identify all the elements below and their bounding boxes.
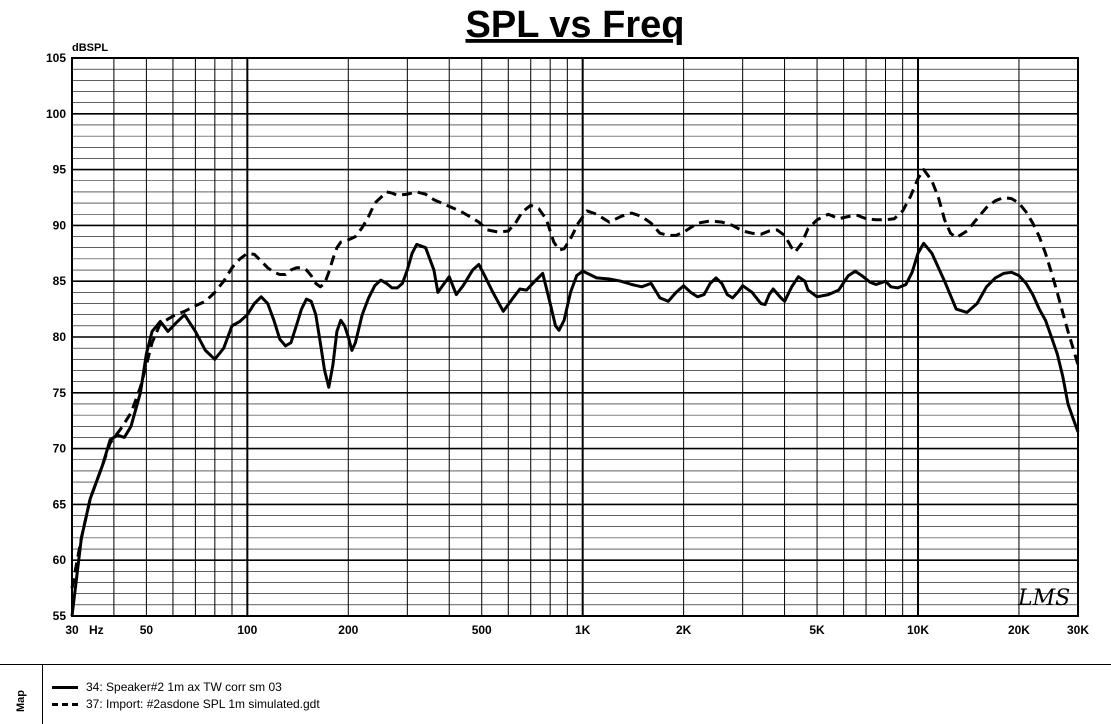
y-tick-label: 105 [46,51,66,65]
lms-watermark: LMS [1017,586,1070,611]
y-tick-labels: 55 60 65 70 75 80 85 90 95 100 105 [46,51,66,623]
y-tick-label: 60 [53,553,67,567]
legend-swatch-dashed [52,702,78,706]
legend-panel: Map 34: Speaker#2 1m ax TW corr sm 03 37… [0,664,1111,724]
x-tick-label: 500 [472,623,492,637]
x-tick-label: 2K [676,623,692,637]
x-tick-label: 50 [140,623,154,637]
watermark-text: LMS [1017,586,1070,611]
legend-tab-label: Map [15,690,27,712]
y-tick-label: 75 [53,386,67,400]
y-tick-label: 70 [53,442,67,456]
x-tick-label: 10K [907,623,929,637]
legend-entry-label: 34: Speaker#2 1m ax TW corr sm 03 [86,680,282,694]
x-tick-label: 30K [1067,623,1089,637]
plot-frame [71,57,1079,617]
x-tick-label: 30 [65,623,79,637]
grid-major [72,58,1078,616]
y-tick-label: 55 [53,609,67,623]
legend-swatch-solid [52,685,78,689]
x-tick-label: 5K [809,623,825,637]
legend-entry-1: 34: Speaker#2 1m ax TW corr sm 03 [52,679,282,695]
legend-entry-label: 37: Import: #2asdone SPL 1m simulated.gd… [86,697,320,711]
x-tick-label: 1K [575,623,591,637]
x-tick-label: 100 [237,623,257,637]
y-tick-label: 85 [53,274,67,288]
spl-chart: SPL vs Freq dBSPL 55 60 65 70 75 80 85 90 95 100 1… [46,4,1089,637]
series-line-solid [70,241,1080,617]
chart-title: SPL vs Freq [466,4,685,46]
series-layer [70,168,1080,617]
x-tick-labels: 30 50 100 200 500 1K 2K 5K 10K 20K 30K [65,623,1089,637]
y-tick-label: 100 [46,107,66,121]
legend-entry-2: 37: Import: #2asdone SPL 1m simulated.gd… [52,696,320,712]
y-tick-label: 65 [53,497,67,511]
x-tick-label: 200 [338,623,358,637]
y-axis-label: dBSPL [72,42,108,54]
y-tick-label: 95 [53,163,67,177]
y-tick-label: 80 [53,330,67,344]
legend-tab[interactable]: Map [0,665,43,724]
y-tick-label: 90 [53,218,67,232]
series-line-dashed [70,168,1080,589]
x-axis-unit: Hz [89,623,104,637]
x-tick-label: 20K [1008,623,1030,637]
